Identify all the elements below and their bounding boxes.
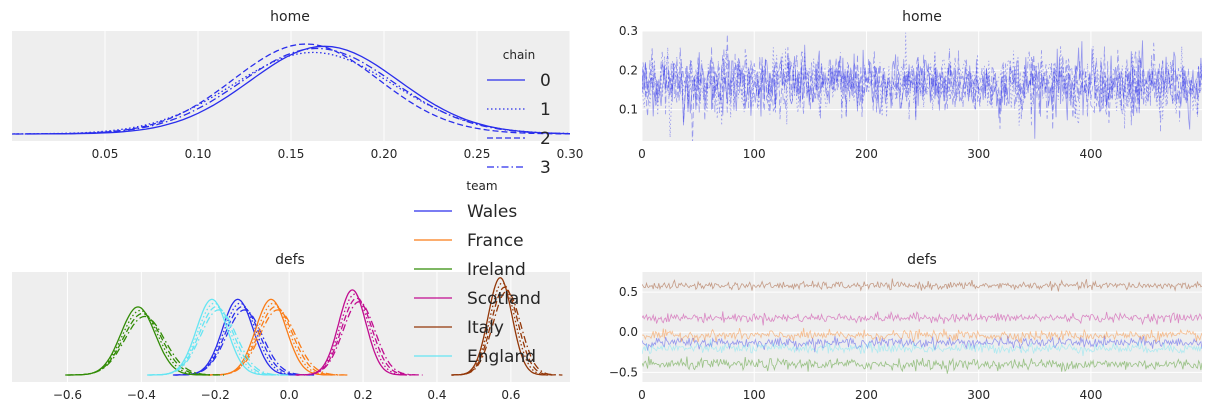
x-tick-label: 0 — [638, 147, 646, 161]
trace-line-ireland — [642, 356, 1202, 374]
x-tick-label: 0.30 — [557, 147, 584, 161]
x-tick-label: 100 — [743, 388, 766, 402]
trace-line-0 — [642, 40, 1202, 139]
x-tick-label: 0.10 — [185, 147, 212, 161]
density-line-ireland — [68, 309, 213, 376]
x-tick-label: 400 — [1079, 388, 1102, 402]
density-line-italy — [451, 286, 558, 376]
legend-label: Ireland — [467, 260, 526, 280]
legend-title: chain — [503, 48, 536, 62]
density-line-england — [147, 309, 291, 376]
x-tick-label: 0.2 — [354, 388, 373, 402]
trace-line-wales — [642, 335, 1202, 353]
x-tick-label: 400 — [1079, 147, 1102, 161]
plot-marks — [642, 278, 1202, 374]
x-tick-label: 0.05 — [92, 147, 119, 161]
x-tick-label: 0.15 — [278, 147, 305, 161]
panel-2: home 0 100 200 300 400 0.1 0.2 0.3 — [619, 9, 1202, 161]
x-tick-label: 0.25 — [464, 147, 491, 161]
y-tick-label: −0.5 — [609, 365, 638, 379]
legend-label: Italy — [467, 318, 504, 338]
plot-area — [642, 31, 1202, 141]
x-tick-label: −0.4 — [127, 388, 156, 402]
x-tick-label: 0.6 — [501, 388, 520, 402]
x-tick-label: 0 — [638, 388, 646, 402]
panel-title: home — [270, 9, 310, 25]
density-line-wales — [172, 309, 316, 376]
trace-line-3 — [642, 42, 1202, 132]
trace-line-1 — [642, 32, 1202, 138]
legend-label: 0 — [540, 71, 551, 91]
panel-title: defs — [907, 252, 937, 268]
plot-marks — [642, 32, 1202, 141]
y-tick-label: 0.2 — [619, 63, 638, 77]
x-tick-label: 200 — [855, 147, 878, 161]
legend: chain 0 1 2 3 — [487, 48, 551, 178]
plot-area — [642, 272, 1202, 382]
x-tick-label: 300 — [967, 388, 990, 402]
trace-line-italy — [642, 278, 1202, 292]
y-tick-label: 0.1 — [619, 103, 638, 117]
density-line-scotland — [295, 301, 423, 376]
x-tick-label: 0.4 — [427, 388, 446, 402]
density-line-england — [148, 306, 285, 376]
trace-line-scotland — [642, 310, 1202, 326]
x-tick-label: 300 — [967, 147, 990, 161]
y-tick-label: 0.5 — [619, 285, 638, 299]
legend-label: France — [467, 231, 524, 251]
legend-label: 3 — [540, 158, 551, 178]
legend-label: 2 — [540, 129, 551, 149]
plot-marks — [65, 276, 563, 376]
density-line-1 — [12, 51, 570, 135]
trace-line-2 — [642, 34, 1202, 141]
density-line-3 — [12, 47, 570, 135]
y-tick-label: 0.0 — [619, 325, 638, 339]
panel-title: home — [902, 9, 942, 25]
density-line-wales — [174, 306, 311, 376]
density-line-ireland — [65, 315, 225, 376]
y-tick-label: 0.3 — [619, 24, 638, 38]
legend-label: Scotland — [467, 289, 541, 309]
x-tick-label: −0.6 — [53, 388, 82, 402]
density-line-italy — [451, 290, 563, 376]
panel-1: home 0.05 0.10 0.15 0.20 0.25 0.30 chain 0 1 2 3 — [12, 9, 584, 178]
x-tick-label: −0.2 — [201, 388, 230, 402]
x-tick-label: 0.20 — [371, 147, 398, 161]
density-line-france — [206, 309, 350, 376]
legend: team Wales France Ireland Scotland Italy Engla… — [414, 179, 541, 367]
panel-title: defs — [275, 252, 305, 268]
x-tick-label: 0.0 — [280, 388, 299, 402]
legend-label: Wales — [467, 202, 517, 222]
x-tick-label: 100 — [743, 147, 766, 161]
legend-label: England — [467, 347, 536, 367]
panel-4: defs 0 100 200 300 400 −0.5 0.0 0.5 — [609, 252, 1202, 402]
density-line-scotland — [296, 293, 413, 376]
legend-title: team — [466, 179, 497, 193]
trace-line-france — [642, 327, 1202, 344]
plot-marks — [12, 43, 570, 135]
x-tick-label: 200 — [855, 388, 878, 402]
trace-line-england — [642, 339, 1202, 357]
panel-3: defs −0.6 −0.4 −0.2 0.0 0.2 0.4 0.6 team Wales Fra… — [12, 179, 570, 402]
density-line-france — [207, 306, 344, 376]
legend-label: 1 — [540, 100, 551, 120]
